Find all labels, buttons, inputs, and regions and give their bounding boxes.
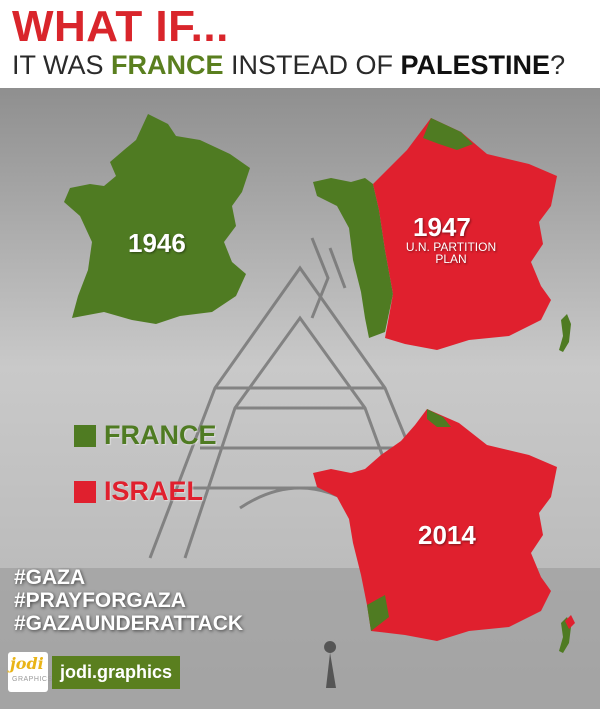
hashtag-gazaunderattack: #GAZAUNDERATTACK xyxy=(14,612,244,635)
subtitle-palestine: PALESTINE xyxy=(400,50,551,80)
israel-2014-red xyxy=(313,409,557,641)
partition-caption-line1: U.N. PARTITION xyxy=(405,240,497,254)
france-1947-green-west xyxy=(313,178,393,338)
header: WHAT IF... IT WAS FRANCE INSTEAD OF PALE… xyxy=(0,0,600,88)
map-2014 xyxy=(313,409,575,653)
hashtag-prayforgaza: #PRAYFORGAZA xyxy=(14,589,186,612)
corsica-1947 xyxy=(559,314,571,352)
hashtags: #GAZA #PRAYFORGAZA #GAZAUNDERATTACK xyxy=(14,566,243,635)
jodi-logo: jodi GRAPHICS xyxy=(8,652,52,692)
subtitle-part2: INSTEAD OF xyxy=(223,50,401,80)
legend-label-israel: ISRAEL xyxy=(104,476,204,506)
brand-name: jodi.graphics xyxy=(52,655,181,689)
brand: jodi GRAPHICS jodi.graphics xyxy=(8,652,181,692)
subtitle-part1: IT WAS xyxy=(12,50,112,80)
israel-1947-red xyxy=(373,118,557,350)
legend-swatch-red xyxy=(74,480,96,503)
partition-caption: U.N. PARTITION PLAN xyxy=(396,241,506,265)
legend-swatch-green xyxy=(74,424,96,447)
france-1947-green-north xyxy=(423,118,473,150)
subtitle-france: FRANCE xyxy=(111,50,224,80)
subtitle: IT WAS FRANCE INSTEAD OF PALESTINE? xyxy=(12,50,565,81)
corsica-2014-red xyxy=(565,615,575,629)
subtitle-part3: ? xyxy=(550,50,566,80)
year-2014: 2014 xyxy=(418,520,476,550)
main-title: WHAT IF... xyxy=(12,2,229,51)
hashtag-gaza: #GAZA xyxy=(14,566,86,589)
logo-sub: GRAPHICS xyxy=(12,676,53,683)
map-1946 xyxy=(64,114,250,324)
map-1947 xyxy=(313,118,571,352)
legend-france: FRANCE xyxy=(74,420,217,451)
legend-israel: ISRAEL xyxy=(74,476,203,507)
france-1946-shape xyxy=(64,114,250,324)
gaza-2014-green-sw xyxy=(367,595,389,631)
person-silhouette xyxy=(324,641,337,688)
logo-mark: jodi xyxy=(10,654,44,673)
year-1946: 1946 xyxy=(128,228,186,258)
gaza-2014-green-north xyxy=(427,409,451,427)
partition-caption-line2: PLAN xyxy=(435,252,467,266)
legend-label-france: FRANCE xyxy=(104,420,217,450)
year-1947: 1947 xyxy=(413,212,471,242)
